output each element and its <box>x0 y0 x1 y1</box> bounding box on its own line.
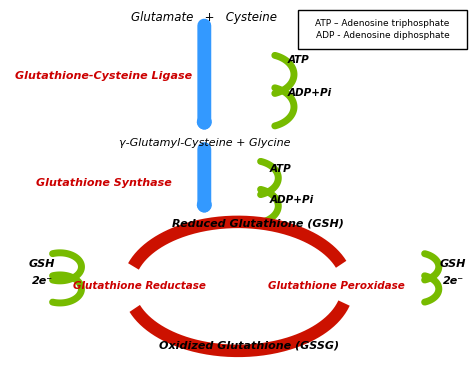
Text: Glutamate   +   Cysteine: Glutamate + Cysteine <box>131 11 277 24</box>
Text: Oxidized Glutathione (GSSG): Oxidized Glutathione (GSSG) <box>159 340 339 350</box>
Text: ADP+Pi: ADP+Pi <box>287 88 331 98</box>
Text: Glutathione Reductase: Glutathione Reductase <box>73 281 206 291</box>
Text: ATP: ATP <box>287 55 309 65</box>
Text: GSH: GSH <box>440 259 466 269</box>
Text: 2e⁻: 2e⁻ <box>31 276 53 286</box>
Text: γ-Glutamyl-Cysteine + Glycine: γ-Glutamyl-Cysteine + Glycine <box>118 138 290 148</box>
Text: Glutathione Peroxidase: Glutathione Peroxidase <box>268 281 405 291</box>
FancyBboxPatch shape <box>299 10 466 48</box>
Text: GSH: GSH <box>29 259 55 269</box>
Text: 2e⁻: 2e⁻ <box>443 276 464 286</box>
Text: Reduced Glutathione (GSH): Reduced Glutathione (GSH) <box>172 219 344 229</box>
Text: ADP+Pi: ADP+Pi <box>269 195 313 205</box>
Text: Glutathione-Cysteine Ligase: Glutathione-Cysteine Ligase <box>15 71 192 81</box>
Text: Glutathione Synthase: Glutathione Synthase <box>36 178 171 188</box>
Text: ATP – Adenosine triphosphate
ADP - Adenosine diphosphate: ATP – Adenosine triphosphate ADP - Adeno… <box>315 18 450 40</box>
Text: ATP: ATP <box>269 164 291 174</box>
